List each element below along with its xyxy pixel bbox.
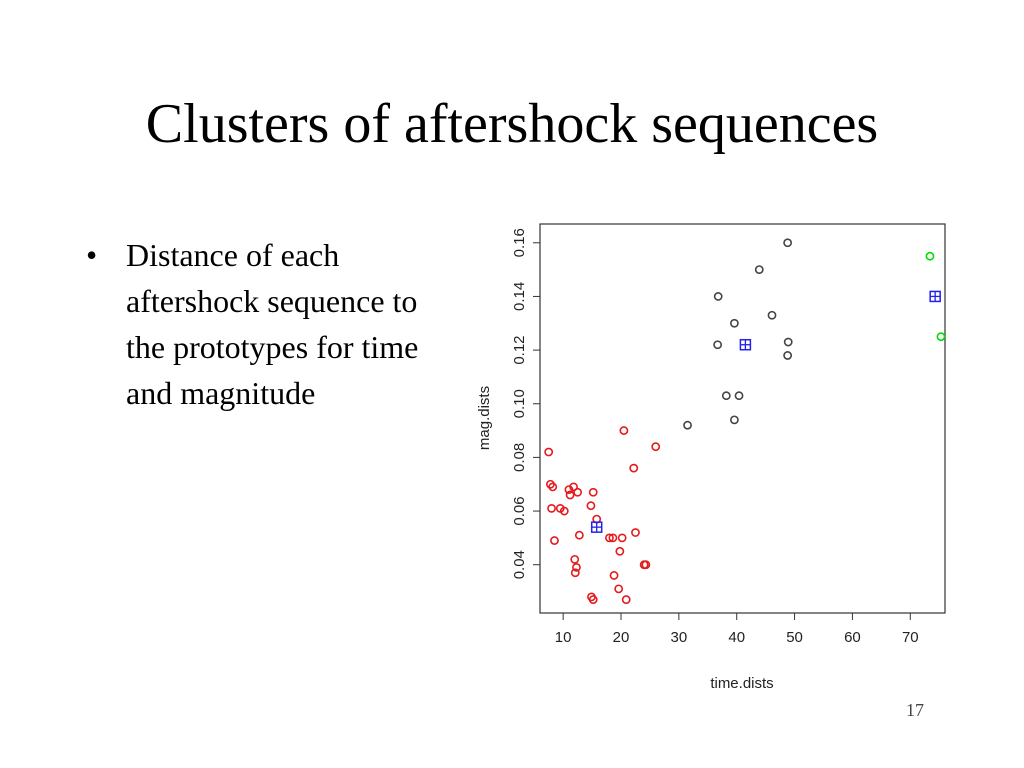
- x-tick-label: 40: [728, 629, 745, 646]
- x-tick-label: 10: [555, 629, 572, 646]
- data-point: [619, 426, 629, 435]
- data-point: [767, 310, 777, 320]
- y-tick-label: 0.16: [511, 228, 528, 257]
- x-tick-label: 30: [671, 629, 688, 646]
- data-point: [713, 292, 723, 301]
- scatter-plot: 10 20 30 40 50 60 70 0.04 0.06 0.08 0.10 0.12 0.14 0.…: [476, 223, 946, 692]
- data-point: [586, 501, 596, 511]
- x-axis-label: time.dists: [710, 675, 773, 692]
- y-tick-label: 0.06: [511, 496, 528, 525]
- bullet-item: • Distance of each aftershock sequence t…: [86, 232, 446, 416]
- y-axis-label: mag.dists: [476, 386, 493, 450]
- data-point: [570, 568, 580, 578]
- data-point: [588, 487, 598, 497]
- data-point: [569, 482, 578, 492]
- data-point: [548, 482, 558, 492]
- data-point: [574, 530, 584, 540]
- data-point: [614, 584, 624, 594]
- data-point: [734, 391, 744, 401]
- data-point: [565, 490, 575, 500]
- y-tick-label: 0.12: [511, 335, 528, 364]
- data-point: [631, 528, 640, 537]
- data-point: [925, 251, 935, 261]
- data-point: [629, 463, 639, 473]
- x-tick-label: 70: [902, 629, 919, 646]
- data-point: [783, 238, 793, 248]
- page-number: 17: [906, 700, 924, 720]
- data-point: [713, 340, 723, 350]
- data-point: [617, 533, 627, 543]
- bullet-icon: •: [86, 237, 98, 273]
- data-point: [651, 442, 661, 452]
- data-point: [608, 533, 618, 543]
- data-point: [721, 391, 731, 401]
- data-point: [783, 351, 793, 360]
- data-point: [559, 506, 569, 516]
- x-tick-label: 50: [786, 629, 803, 646]
- data-point: [572, 562, 581, 572]
- data-point: [570, 554, 580, 564]
- bullet-list: • Distance of each aftershock sequence t…: [86, 232, 446, 416]
- y-tick-label: 0.04: [511, 550, 528, 579]
- data-point: [547, 503, 556, 513]
- slide-title: Clusters of aftershock sequences: [145, 93, 879, 155]
- plot-frame: [539, 223, 946, 614]
- bullet-text: Distance of each aftershock sequence to …: [126, 237, 419, 411]
- x-tick-label: 20: [613, 629, 630, 646]
- data-point: [641, 560, 651, 570]
- y-tick-label: 0.08: [511, 443, 528, 472]
- data-point: [729, 415, 739, 425]
- prototype-marker: [590, 521, 603, 533]
- data-point: [783, 337, 793, 347]
- data-point: [729, 318, 739, 328]
- y-tick-label: 0.10: [511, 389, 528, 418]
- data-point: [936, 332, 946, 342]
- data-point: [609, 571, 619, 580]
- y-tick-label: 0.14: [511, 282, 528, 311]
- data-point: [754, 265, 764, 275]
- x-tick-label: 60: [844, 629, 861, 646]
- data-point: [588, 595, 598, 604]
- data-point: [544, 447, 554, 457]
- data-point: [621, 595, 631, 604]
- data-point: [683, 420, 692, 430]
- data-point: [605, 533, 614, 543]
- data-point: [573, 487, 583, 497]
- data-point: [615, 546, 625, 556]
- data-point: [550, 536, 559, 545]
- prototype-marker: [739, 338, 752, 351]
- prototype-marker: [929, 290, 941, 303]
